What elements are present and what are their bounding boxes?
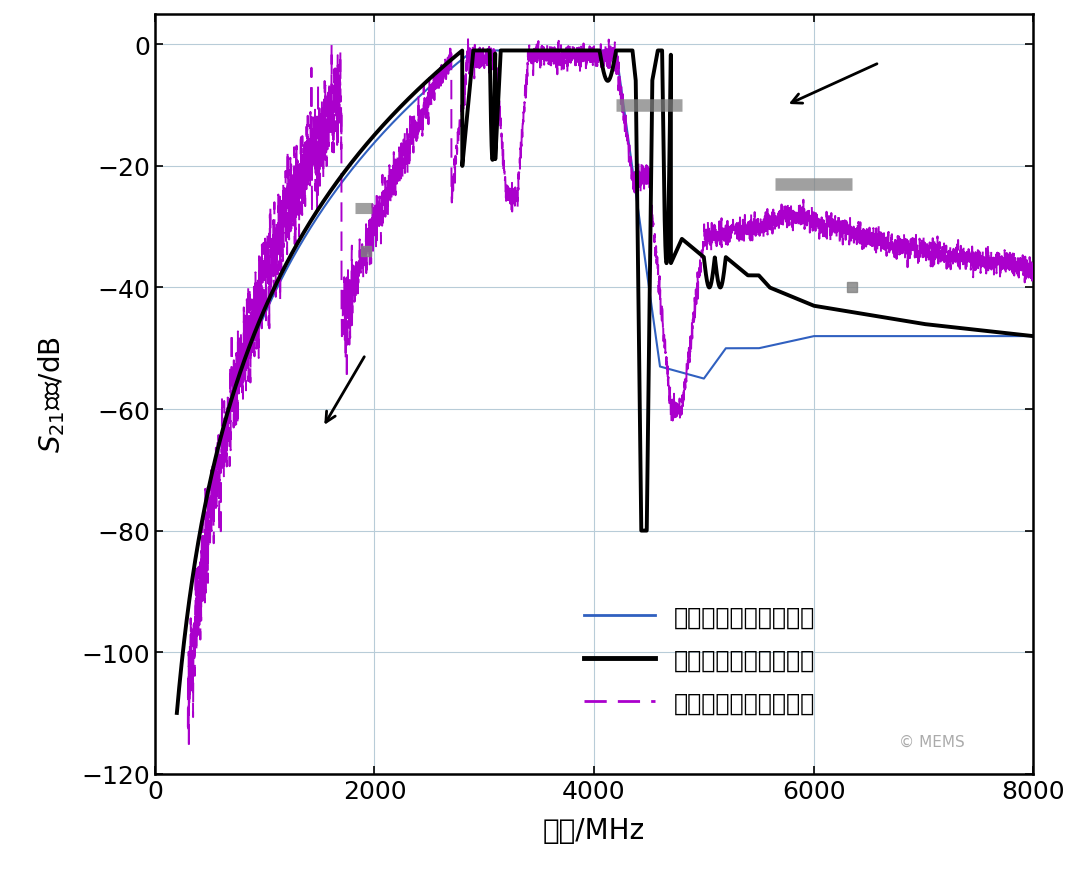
Legend: 设计的滤波器频率响应, 仿真的滤波器频率响应, 测量的滤波器频率响应: 设计的滤波器频率响应, 仿真的滤波器频率响应, 测量的滤波器频率响应 xyxy=(575,595,824,724)
Text: © MEMS: © MEMS xyxy=(900,734,966,750)
Y-axis label: $S_{21}$参数/dB: $S_{21}$参数/dB xyxy=(37,336,67,453)
X-axis label: 频率/MHz: 频率/MHz xyxy=(543,816,645,845)
